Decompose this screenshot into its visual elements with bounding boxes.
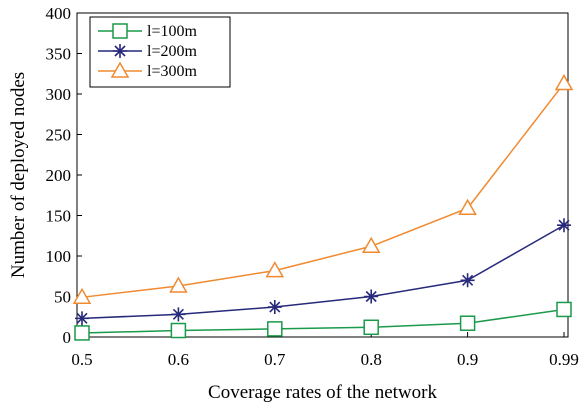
y-tick-label: 350 <box>46 45 72 64</box>
x-tick-label: 0.6 <box>168 350 189 369</box>
legend-item: l=100m <box>98 23 197 40</box>
y-tick-label: 250 <box>46 126 72 145</box>
y-axis-title: Number of deployed nodes <box>8 72 29 278</box>
data-point <box>460 273 475 288</box>
data-point <box>267 321 283 337</box>
legend-label: l=200m <box>147 43 197 60</box>
y-tick-label: 150 <box>46 207 72 226</box>
data-point <box>459 315 476 331</box>
data-point <box>170 322 187 339</box>
x-tick-label: 0.5 <box>71 350 92 369</box>
data-point <box>556 301 572 318</box>
series-l-200m <box>75 218 571 326</box>
x-tick-label: 0.7 <box>264 350 286 369</box>
y-tick-label: 200 <box>46 166 72 185</box>
legend-marker <box>110 61 130 78</box>
y-tick-label: 100 <box>46 247 72 266</box>
data-point <box>169 276 188 293</box>
data-point <box>267 300 282 315</box>
x-tick-label: 0.99 <box>549 350 579 369</box>
legend-label: l=100m <box>147 23 197 40</box>
legend-label: l=300m <box>147 63 197 80</box>
series-line <box>81 224 565 320</box>
legend-item: l=200m <box>98 43 197 60</box>
data-point <box>74 325 90 341</box>
data-point <box>171 307 186 322</box>
data-point <box>72 287 92 305</box>
series-line <box>81 83 565 299</box>
y-tick-label: 400 <box>46 4 72 23</box>
series-l-100m <box>74 301 572 341</box>
x-tick-label: 0.8 <box>361 350 382 369</box>
data-point <box>75 311 89 326</box>
y-tick-label: 0 <box>63 328 72 347</box>
legend-marker <box>112 23 128 39</box>
legend: l=100m l=200m l=300m <box>89 16 231 88</box>
x-tick-label: 0.9 <box>457 350 478 369</box>
y-tick-label: 300 <box>46 85 72 104</box>
x-axis-title: Coverage rates of the network <box>208 382 437 403</box>
series-l-300m <box>72 73 574 305</box>
data-point <box>557 218 571 233</box>
series-line <box>81 308 565 334</box>
legend-marker <box>113 44 127 58</box>
series-layer <box>72 73 574 341</box>
data-point <box>554 73 574 91</box>
x-axis: 0.5 0.6 0.7 0.8 0.9 0.99 <box>71 332 579 369</box>
data-point <box>361 236 381 254</box>
data-point <box>265 261 285 278</box>
y-tick-label: 50 <box>54 288 71 307</box>
data-point <box>458 198 477 215</box>
legend-item: l=300m <box>98 61 197 80</box>
data-point <box>363 319 379 336</box>
y-axis: 0 50 100 150 200 250 300 350 400 <box>46 4 82 347</box>
data-point <box>364 289 379 304</box>
